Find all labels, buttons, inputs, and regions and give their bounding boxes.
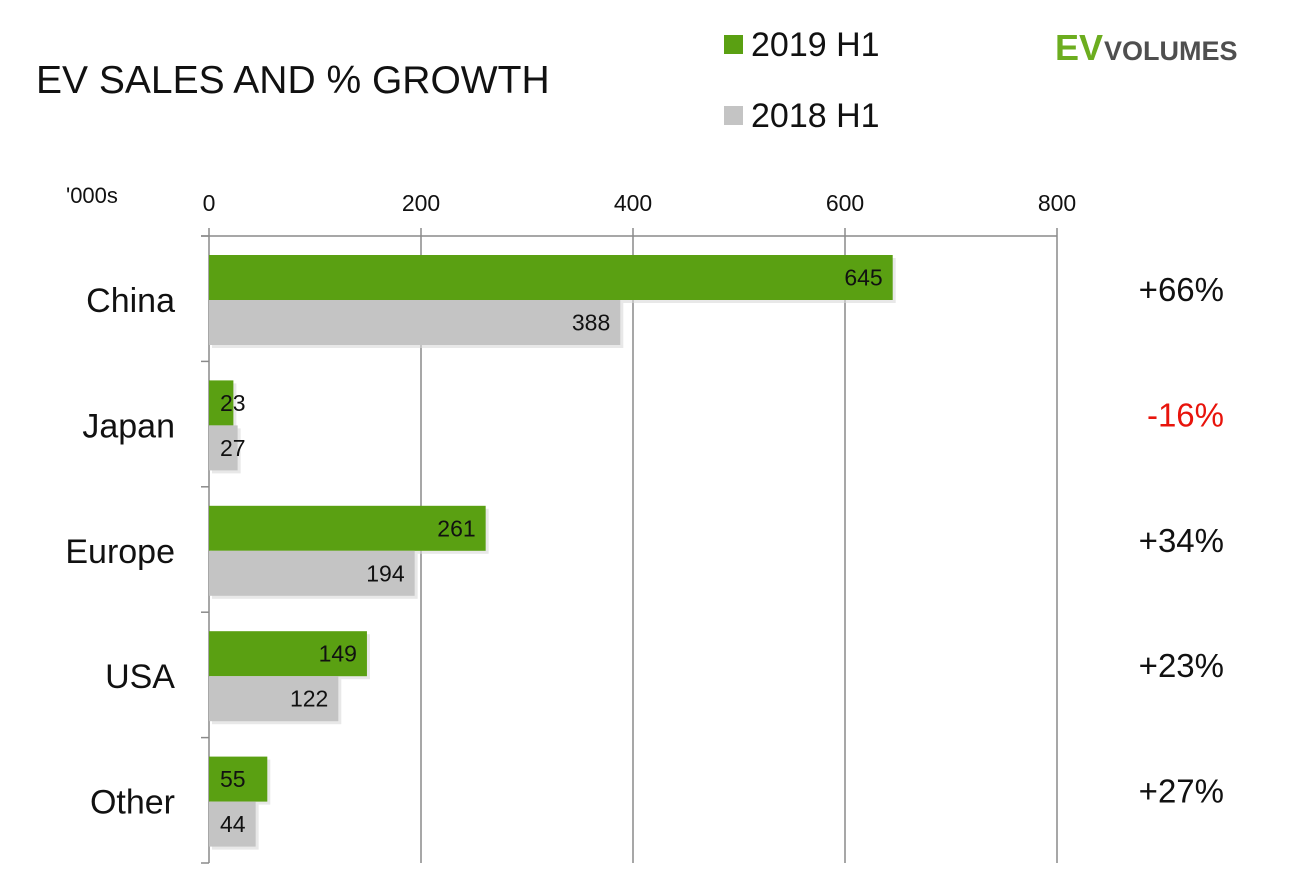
bar-japan-2018 — [209, 425, 238, 471]
growth-label-usa: +23% — [1139, 647, 1224, 684]
category-label-europe: Europe — [65, 533, 175, 571]
bar-china-2018 — [209, 300, 621, 345]
bar-usa-2019 — [209, 631, 367, 677]
bar-europe-2019 — [209, 505, 486, 551]
growth-label-europe: +34% — [1139, 522, 1224, 559]
growth-labels: +66% -16% +34% +23% +27% — [1139, 271, 1224, 810]
bar-europe-2018 — [209, 550, 415, 596]
bar-usa-2018 — [209, 676, 339, 722]
bar-value-label: 27 — [220, 435, 246, 461]
bar-other-2018 — [209, 801, 256, 847]
legend-swatch-2019 — [724, 35, 743, 54]
x-tick-label: 200 — [402, 190, 440, 216]
bar-value-label: 44 — [220, 811, 246, 837]
growth-label-japan: -16% — [1147, 396, 1224, 433]
bar-value-label: 645 — [844, 265, 882, 291]
bar-value-label: 23 — [220, 390, 246, 416]
x-tick-labels: 0 200 400 600 800 — [203, 190, 1077, 216]
growth-label-other: +27% — [1139, 773, 1224, 810]
category-label-china: China — [86, 282, 175, 320]
bar-value-label: 261 — [437, 515, 475, 541]
bar-japan-2019 — [209, 380, 234, 426]
category-labels: China Japan Europe USA Other — [65, 282, 175, 822]
bar-other-2019 — [209, 756, 268, 802]
bar-value-label: 149 — [319, 641, 357, 667]
bar-value-label: 55 — [220, 766, 246, 792]
category-label-other: Other — [90, 784, 175, 822]
legend-swatch-2018 — [724, 106, 743, 125]
growth-label-china: +66% — [1139, 271, 1224, 308]
category-label-japan: Japan — [82, 407, 175, 445]
x-tick-label: 800 — [1038, 190, 1076, 216]
bar-china-2019 — [209, 255, 893, 300]
bar-value-label: 388 — [572, 310, 610, 336]
legend-label-2018: 2018 H1 — [751, 97, 880, 135]
category-label-usa: USA — [105, 658, 175, 696]
x-tick-label: 0 — [203, 190, 216, 216]
unit-label: '000s — [66, 183, 118, 208]
ev-volumes-logo: EV VOLUMES — [1055, 27, 1238, 68]
chart-title: EV SALES AND % GROWTH — [36, 59, 550, 102]
bar-value-label: 122 — [290, 686, 328, 712]
logo-volumes-text: VOLUMES — [1104, 36, 1238, 66]
logo-ev-text: EV — [1055, 27, 1103, 68]
x-tick-label: 600 — [826, 190, 864, 216]
bars: 645 388 23 27 261 194 149 122 55 44 — [209, 255, 896, 850]
bar-value-label: 194 — [366, 560, 405, 586]
legend-label-2019: 2019 H1 — [751, 26, 880, 64]
x-tick-label: 400 — [614, 190, 652, 216]
legend: 2019 H1 2018 H1 — [724, 26, 880, 135]
